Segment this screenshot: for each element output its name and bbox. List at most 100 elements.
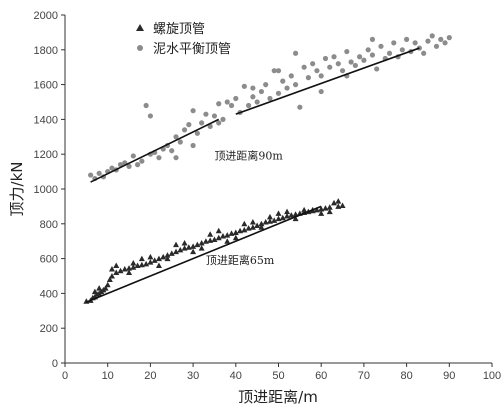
data-point-triangle: [138, 255, 145, 262]
data-point-triangle: [335, 198, 342, 204]
data-point-triangle: [284, 212, 291, 219]
data-point-circle: [369, 52, 376, 58]
data-point-triangle: [194, 241, 201, 248]
y-tick-label: 1000: [34, 184, 58, 196]
data-point-circle: [233, 95, 239, 102]
data-point-triangle: [147, 253, 154, 260]
data-point-circle: [211, 113, 218, 119]
fit-line: [235, 47, 420, 115]
data-point-triangle: [168, 250, 175, 256]
data-point-circle: [369, 36, 376, 42]
data-point-circle: [280, 78, 286, 84]
data-point-circle: [156, 155, 162, 161]
x-tick-label: 70: [358, 370, 370, 382]
data-point-triangle: [326, 208, 333, 215]
y-tick-label: 1600: [34, 80, 58, 92]
data-point-circle: [404, 36, 410, 42]
data-point-triangle: [266, 213, 273, 220]
data-point-triangle: [177, 246, 184, 253]
data-point-circle: [181, 127, 188, 133]
y-tick-label: 0: [52, 358, 58, 370]
x-tick-label: 20: [144, 370, 156, 382]
data-point-circle: [109, 165, 115, 171]
data-point-triangle: [106, 276, 113, 282]
data-point-circle: [250, 85, 256, 91]
data-point-circle: [391, 40, 397, 46]
data-point-circle: [412, 40, 418, 46]
data-point-triangle: [143, 260, 150, 267]
plot-area: [64, 15, 492, 364]
y-tick-label: 600: [40, 254, 58, 266]
legend: 螺旋顶管 泥水平衡顶管: [136, 22, 231, 57]
data-point-circle: [241, 83, 247, 89]
data-point-triangle: [215, 234, 222, 241]
data-point-triangle: [117, 267, 124, 274]
data-point-triangle: [254, 222, 261, 229]
data-point-triangle: [164, 252, 171, 258]
data-point-circle: [134, 162, 141, 168]
data-point-circle: [271, 68, 277, 74]
data-point-circle: [421, 50, 427, 56]
data-point-circle: [318, 88, 324, 95]
data-point-triangle: [96, 285, 103, 291]
data-point-circle: [224, 99, 230, 105]
data-point-circle: [139, 158, 145, 164]
data-point-circle: [254, 99, 260, 105]
x-tick-label: 60: [315, 370, 327, 382]
x-ticks: 0 10 20 30 40 50 60 70 80 90 100: [62, 363, 501, 382]
data-point-triangle: [318, 206, 325, 212]
legend-circle-icon: [137, 45, 143, 51]
data-point-circle: [228, 102, 235, 109]
data-point-circle: [275, 68, 282, 74]
data-point-circle: [378, 43, 384, 49]
x-tick-label: 100: [483, 370, 501, 382]
data-point-triangle: [181, 245, 188, 251]
data-point-circle: [263, 82, 269, 88]
data-point-triangle: [83, 298, 90, 304]
data-point-triangle: [91, 288, 98, 295]
data-point-circle: [339, 68, 346, 74]
data-point-triangle: [292, 215, 299, 222]
data-point-triangle: [198, 239, 205, 246]
y-tick-label: 800: [40, 219, 58, 231]
data-point-triangle: [262, 219, 269, 225]
data-point-circle: [327, 64, 333, 70]
data-point-triangle: [138, 261, 145, 268]
data-point-circle: [284, 85, 290, 91]
data-point-triangle: [104, 281, 111, 288]
y-axis-title: 顶力/kN: [8, 162, 26, 217]
data-point-triangle: [318, 210, 325, 216]
data-point-circle: [288, 73, 294, 79]
data-point-circle: [88, 172, 94, 178]
data-point-triangle: [181, 239, 188, 246]
data-point-circle: [292, 50, 299, 56]
data-point-circle: [446, 35, 452, 41]
x-tick-label: 50: [272, 370, 284, 382]
annotation-65m: 顶进距离65m: [206, 253, 275, 267]
data-point-circle: [216, 101, 222, 107]
legend-triangle-icon: [136, 24, 144, 31]
data-point-triangle: [207, 231, 214, 237]
data-point-triangle: [271, 217, 278, 223]
data-point-triangle: [232, 229, 239, 235]
data-point-circle: [216, 120, 222, 126]
data-point-circle: [250, 94, 256, 100]
data-point-circle: [173, 134, 179, 140]
data-point-triangle: [173, 241, 180, 248]
data-point-triangle: [301, 206, 308, 213]
data-point-circle: [399, 47, 405, 53]
data-point-triangle: [232, 234, 239, 241]
data-point-circle: [322, 55, 329, 62]
data-point-circle: [186, 122, 192, 128]
data-point-circle: [344, 48, 350, 55]
y-tick-label: 400: [40, 288, 58, 300]
data-point-triangle: [322, 205, 329, 211]
data-point-circle: [348, 59, 354, 65]
x-tick-label: 40: [230, 370, 242, 382]
data-point-circle: [190, 142, 196, 149]
data-point-circle: [190, 108, 196, 114]
data-point-triangle: [202, 238, 209, 244]
data-point-circle: [442, 40, 448, 46]
data-point-circle: [386, 50, 393, 56]
data-point-triangle: [335, 203, 342, 209]
